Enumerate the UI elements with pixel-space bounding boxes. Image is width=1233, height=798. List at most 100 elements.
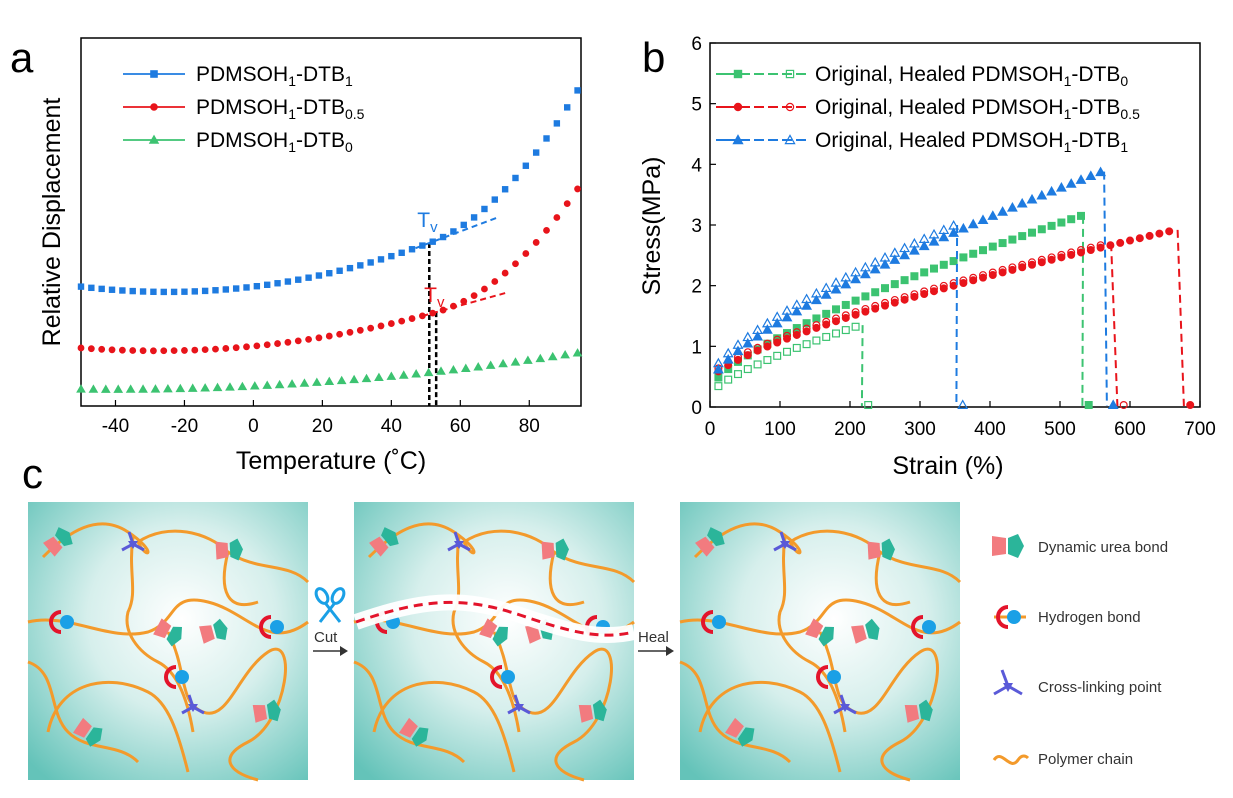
original-point-square xyxy=(851,296,860,305)
data-point-square xyxy=(160,288,167,296)
original-point-circle xyxy=(1037,258,1046,267)
network-1 xyxy=(353,522,636,782)
data-point-circle xyxy=(553,214,561,221)
data-point-circle xyxy=(160,347,168,355)
data-point-square xyxy=(119,287,126,294)
original-point-triangle xyxy=(977,214,989,225)
data-point-triangle xyxy=(249,381,260,390)
urea-bond xyxy=(725,717,755,747)
original-point-square xyxy=(959,253,968,262)
legend-label: PDMSOH1-DTB0.5 xyxy=(196,96,365,122)
original-point-circle xyxy=(949,281,958,290)
polymer-chain xyxy=(353,660,466,764)
original-point-triangle xyxy=(791,305,803,316)
tv-annotation: Tv xyxy=(424,284,445,311)
data-point-square xyxy=(377,256,385,263)
data-point-circle xyxy=(377,322,385,330)
data-point-circle xyxy=(315,334,323,342)
original-point-triangle xyxy=(1036,189,1048,200)
schematic-legend: Dynamic urea bond Hydrogen bond Cross-li… xyxy=(992,534,1168,768)
y-tick-label: 0 xyxy=(691,398,702,419)
original-point-triangle xyxy=(840,278,852,289)
original-point-square xyxy=(822,309,831,318)
healed-break-line xyxy=(955,224,959,407)
healed-break-line xyxy=(860,325,864,407)
polymer-chain-icon xyxy=(992,754,1030,765)
original-point-triangle xyxy=(850,273,862,284)
data-point-triangle xyxy=(485,360,496,369)
data-point-circle xyxy=(118,346,126,354)
original-point-square xyxy=(831,305,840,314)
original-point-square xyxy=(880,284,889,293)
data-point-square xyxy=(170,288,178,296)
chart-a-frame xyxy=(80,37,582,407)
legend-marker-circle xyxy=(150,103,158,111)
legend-label: Original, Healed PDMSOH1-DTB1 xyxy=(815,129,1128,155)
data-point-triangle xyxy=(510,357,521,366)
original-point-triangle xyxy=(1065,178,1077,188)
hydrogen-bond xyxy=(259,615,284,639)
data-point-circle xyxy=(274,340,281,347)
data-point-triangle xyxy=(200,383,210,392)
original-point-circle xyxy=(1096,243,1105,252)
data-point-triangle xyxy=(460,363,471,372)
healed-point-square xyxy=(714,382,723,391)
original-point-triangle xyxy=(722,353,734,364)
original-point-square xyxy=(1067,215,1076,224)
polymer-chain xyxy=(548,551,585,606)
crack-line xyxy=(355,600,635,637)
chart-b-y-title: Stress(MPa) xyxy=(638,157,666,296)
urea-bond xyxy=(399,717,429,747)
healed-point-square xyxy=(782,347,791,356)
data-point-triangle xyxy=(212,382,223,392)
crosslink-point xyxy=(773,531,797,552)
polymer-chain xyxy=(874,551,911,606)
original-point-circle xyxy=(1116,238,1125,247)
urea-bond xyxy=(252,699,281,723)
original-point-square xyxy=(871,288,880,297)
original-point-circle xyxy=(841,313,850,322)
original-point-circle xyxy=(1027,260,1036,269)
data-point-square xyxy=(181,288,188,295)
data-point-circle xyxy=(139,347,147,355)
data-point-square xyxy=(574,87,581,94)
original-point-triangle xyxy=(889,254,901,264)
x-tick-label: 300 xyxy=(904,419,936,440)
data-point-circle xyxy=(294,337,302,345)
x-tick-label: 60 xyxy=(450,416,471,437)
data-point-square xyxy=(522,162,530,169)
tv-annotation: Tv xyxy=(417,209,438,236)
original-point-circle xyxy=(1076,248,1085,257)
original-point-triangle xyxy=(1026,193,1038,204)
hydrogen-bond xyxy=(816,665,841,689)
polymer-networks xyxy=(27,522,962,782)
y-tick-label: 3 xyxy=(691,216,702,237)
data-point-circle xyxy=(129,347,137,354)
tangent-line xyxy=(422,292,506,317)
original-point-triangle xyxy=(1006,201,1018,212)
original-point-circle xyxy=(822,320,831,329)
original-point-square xyxy=(1057,218,1066,227)
chart-b-x-title: Strain (%) xyxy=(892,452,1003,480)
data-point-circle xyxy=(574,185,581,193)
data-point-triangle xyxy=(572,348,583,357)
legend-marker-healed xyxy=(785,69,795,79)
original-point-triangle xyxy=(957,222,969,233)
data-point-triangle xyxy=(411,369,422,378)
data-point-circle xyxy=(232,344,240,352)
x-tick-label: 400 xyxy=(974,419,1006,440)
healed-point-square xyxy=(841,326,850,335)
chart-a-annotations: Tv Tv xyxy=(415,209,506,317)
data-point-triangle xyxy=(312,377,322,386)
data-point-square xyxy=(553,120,561,127)
healed-break-point xyxy=(864,401,873,410)
data-point-circle xyxy=(532,239,540,246)
original-point-triangle xyxy=(859,268,871,279)
original-point-triangle xyxy=(879,258,891,269)
polymer-chain xyxy=(698,680,842,773)
original-point-triangle xyxy=(1055,181,1067,192)
schematic-c: Cut Heal Dynamic urea bond Hydrogen bond xyxy=(27,502,1168,782)
healed-point-square xyxy=(851,322,860,331)
